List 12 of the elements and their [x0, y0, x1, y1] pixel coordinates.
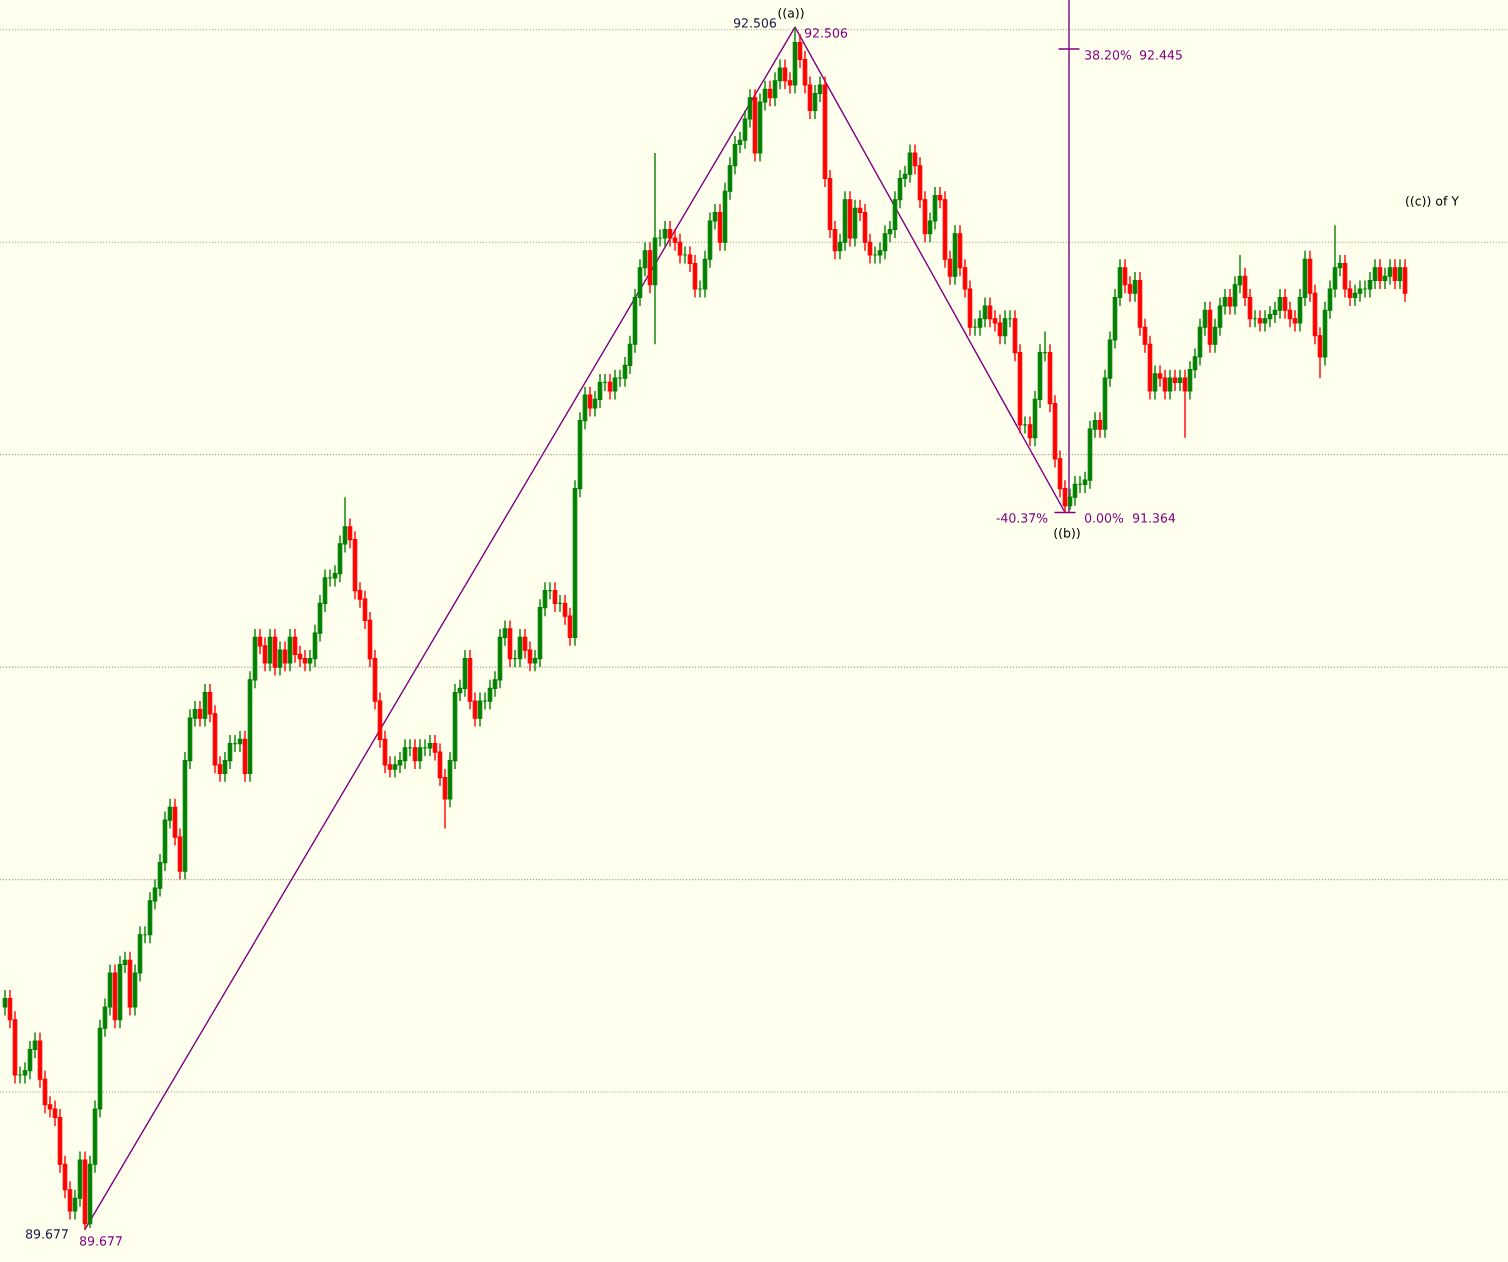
annotation: 92.506 — [733, 18, 777, 28]
annotation: ((a)) — [778, 7, 804, 20]
annotation: 89.677 — [25, 1229, 68, 1239]
annotation: 92.506 — [804, 28, 848, 38]
annotation: 92.445 — [1139, 50, 1182, 60]
annotation: 38.20% — [1085, 50, 1132, 60]
annotation: ((c)) of Y — [1406, 195, 1460, 208]
annotation: 0.00% — [1084, 513, 1124, 523]
annotation: 91.364 — [1132, 513, 1176, 523]
annotation: -40.37% — [996, 513, 1048, 523]
annotation: 89.677 — [79, 1236, 122, 1246]
annotation: ((b)) — [1054, 527, 1080, 540]
